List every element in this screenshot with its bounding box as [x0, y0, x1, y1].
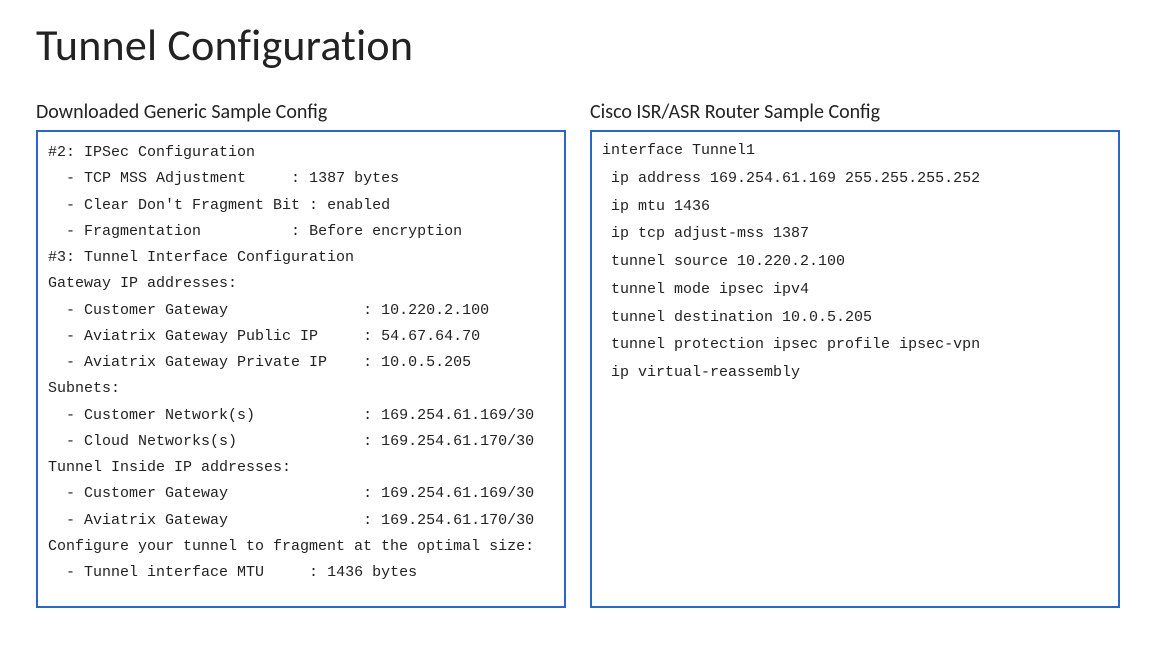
config-key: - Customer Gateway	[48, 298, 363, 324]
config-value: Before encryption	[309, 219, 462, 245]
config-value: 1387 bytes	[309, 166, 399, 192]
left-heading: Downloaded Generic Sample Config	[36, 100, 566, 124]
config-line: - Customer Gateway : 10.220.2.100	[48, 298, 554, 324]
config-key: - Tunnel interface MTU	[48, 560, 309, 586]
config-line: tunnel protection ipsec profile ipsec-vp…	[602, 334, 1108, 356]
config-key: - Customer Network(s)	[48, 403, 363, 429]
right-config-box: interface Tunnel1 ip address 169.254.61.…	[590, 130, 1120, 608]
config-line: interface Tunnel1	[602, 140, 1108, 162]
config-line: Configure your tunnel to fragment at the…	[48, 534, 554, 560]
config-line: ip address 169.254.61.169 255.255.255.25…	[602, 168, 1108, 190]
config-line: - Aviatrix Gateway : 169.254.61.170/30	[48, 508, 554, 534]
config-line: - Customer Network(s) : 169.254.61.169/3…	[48, 403, 554, 429]
config-line: - TCP MSS Adjustment : 1387 bytes	[48, 166, 554, 192]
right-column: Cisco ISR/ASR Router Sample Config inter…	[590, 100, 1120, 608]
config-line: tunnel source 10.220.2.100	[602, 251, 1108, 273]
config-value: 169.254.61.169/30	[381, 481, 534, 507]
config-line: - Fragmentation : Before encryption	[48, 219, 554, 245]
config-separator: :	[291, 219, 309, 245]
config-line: ip mtu 1436	[602, 196, 1108, 218]
config-key: - Aviatrix Gateway Public IP	[48, 324, 363, 350]
config-separator: :	[309, 560, 327, 586]
config-line: #3: Tunnel Interface Configuration	[48, 245, 554, 271]
left-column: Downloaded Generic Sample Config #2: IPS…	[36, 100, 566, 608]
config-line: tunnel mode ipsec ipv4	[602, 279, 1108, 301]
config-key: - Aviatrix Gateway Private IP	[48, 350, 363, 376]
config-key: - Aviatrix Gateway	[48, 508, 363, 534]
config-line: ip tcp adjust-mss 1387	[602, 223, 1108, 245]
config-line: Subnets:	[48, 376, 554, 402]
config-line: ip virtual-reassembly	[602, 362, 1108, 384]
config-key: - Cloud Networks(s)	[48, 429, 363, 455]
config-line: - Tunnel interface MTU : 1436 bytes	[48, 560, 554, 586]
config-separator: :	[363, 350, 381, 376]
config-line: - Aviatrix Gateway Public IP : 54.67.64.…	[48, 324, 554, 350]
config-line: tunnel destination 10.0.5.205	[602, 307, 1108, 329]
columns: Downloaded Generic Sample Config #2: IPS…	[36, 100, 1120, 608]
config-value: 1436 bytes	[327, 560, 417, 586]
config-value: 10.220.2.100	[381, 298, 489, 324]
config-separator: :	[363, 481, 381, 507]
config-value: enabled	[327, 193, 390, 219]
right-heading: Cisco ISR/ASR Router Sample Config	[590, 100, 1120, 124]
config-value: 169.254.61.170/30	[381, 508, 534, 534]
config-key: - TCP MSS Adjustment	[48, 166, 291, 192]
config-key: - Fragmentation	[48, 219, 291, 245]
config-separator: :	[309, 193, 327, 219]
config-separator: :	[291, 166, 309, 192]
config-separator: :	[363, 324, 381, 350]
config-line: - Customer Gateway : 169.254.61.169/30	[48, 481, 554, 507]
config-separator: :	[363, 403, 381, 429]
config-value: 10.0.5.205	[381, 350, 471, 376]
config-value: 169.254.61.170/30	[381, 429, 534, 455]
config-line: - Cloud Networks(s) : 169.254.61.170/30	[48, 429, 554, 455]
page-title: Tunnel Configuration	[36, 18, 1120, 72]
config-line: - Clear Don't Fragment Bit : enabled	[48, 193, 554, 219]
config-separator: :	[363, 429, 381, 455]
config-separator: :	[363, 298, 381, 324]
config-line: - Aviatrix Gateway Private IP : 10.0.5.2…	[48, 350, 554, 376]
config-line: #2: IPSec Configuration	[48, 140, 554, 166]
config-value: 54.67.64.70	[381, 324, 480, 350]
left-config-box: #2: IPSec Configuration - TCP MSS Adjust…	[36, 130, 566, 608]
config-line: Gateway IP addresses:	[48, 271, 554, 297]
config-value: 169.254.61.169/30	[381, 403, 534, 429]
config-key: - Clear Don't Fragment Bit	[48, 193, 309, 219]
config-key: - Customer Gateway	[48, 481, 363, 507]
config-line: Tunnel Inside IP addresses:	[48, 455, 554, 481]
config-separator: :	[363, 508, 381, 534]
